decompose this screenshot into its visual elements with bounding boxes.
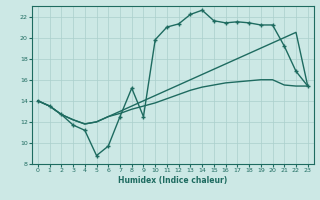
- X-axis label: Humidex (Indice chaleur): Humidex (Indice chaleur): [118, 176, 228, 185]
